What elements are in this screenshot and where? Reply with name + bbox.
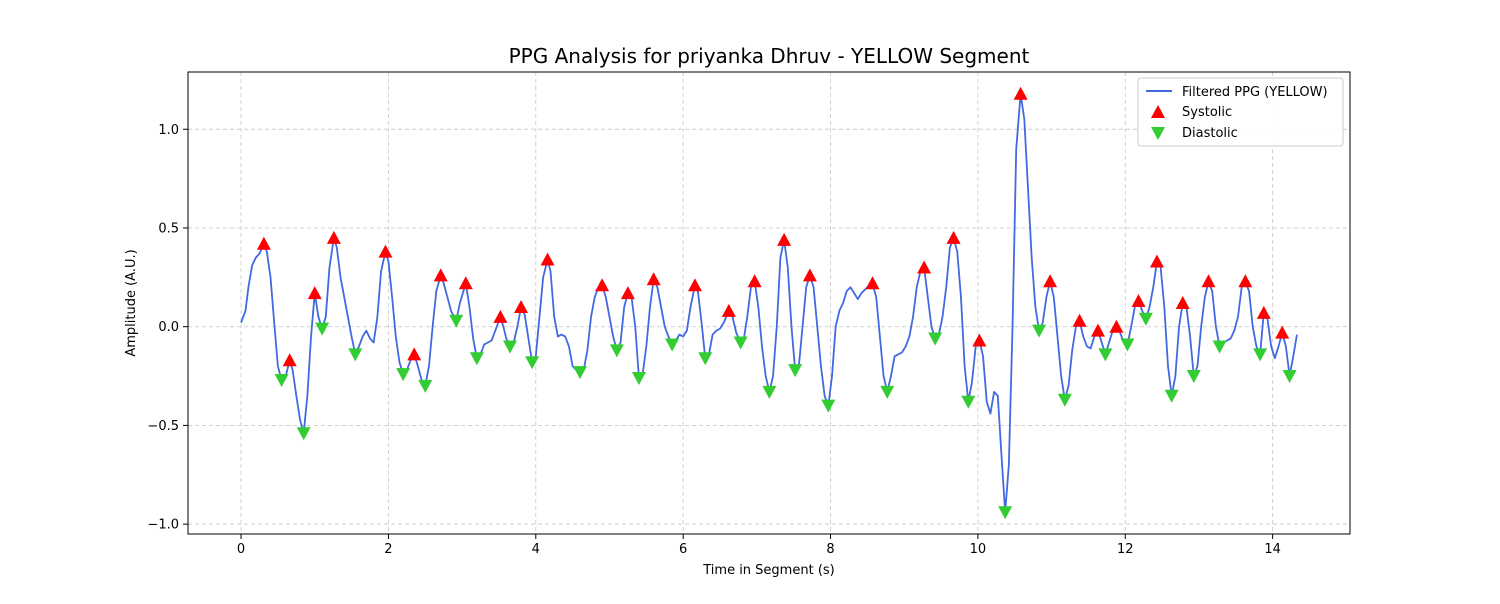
x-tick-label: 12	[1117, 542, 1134, 557]
legend-label-filtered-ppg: Filtered PPG (YELLOW)	[1182, 85, 1328, 100]
x-tick-label: 14	[1264, 542, 1281, 557]
diastolic-marker	[961, 395, 976, 409]
systolic-marker	[917, 260, 932, 274]
diastolic-marker	[348, 348, 363, 362]
diastolic-marker	[698, 352, 713, 366]
y-tick-label: −1.0	[147, 518, 179, 533]
diastolic-marker	[665, 338, 680, 352]
diastolic-marker	[1253, 348, 1268, 362]
x-tick-label: 6	[679, 542, 687, 557]
x-axis-label: Time in Segment (s)	[702, 563, 834, 578]
diastolic-marker	[1098, 348, 1113, 362]
x-axis-ticks: 0 2 4 6 8 10 12 14	[237, 534, 1281, 557]
systolic-marker	[1256, 305, 1271, 319]
legend-label-systolic: Systolic	[1182, 105, 1232, 120]
diastolic-marker	[1120, 338, 1135, 352]
diastolic-marker	[396, 368, 411, 382]
systolic-marker	[1201, 274, 1216, 288]
diastolic-marker	[296, 427, 311, 441]
systolic-marker	[1109, 319, 1124, 333]
systolic-marker	[1091, 323, 1105, 337]
systolic-marker	[493, 309, 508, 323]
diastolic-marker	[880, 385, 895, 399]
y-tick-label: 0.5	[158, 221, 179, 236]
systolic-marker	[946, 230, 961, 244]
y-tick-label: 0.0	[158, 320, 179, 335]
diastolic-marker	[733, 336, 748, 350]
systolic-marker	[378, 244, 393, 258]
diastolic-marker	[525, 356, 540, 370]
y-axis-ticks: −1.0 −0.5 0.0 0.5 1.0	[147, 123, 188, 533]
systolic-marker	[1131, 294, 1146, 308]
diastolic-marker	[1282, 370, 1297, 384]
systolic-marker	[282, 353, 297, 367]
systolic-marker	[1072, 313, 1087, 327]
systolic-marker	[326, 230, 341, 244]
systolic-marker	[1149, 254, 1164, 268]
plot-frame	[187, 71, 1351, 535]
systolic-marker	[595, 278, 610, 292]
diastolic-marker	[469, 352, 484, 366]
diastolic-marker	[821, 399, 836, 413]
diastolic-marker	[418, 379, 433, 393]
systolic-markers	[256, 86, 1290, 367]
systolic-marker	[777, 232, 792, 246]
legend-diastolic-swatch	[1151, 127, 1165, 140]
diastolic-marker	[573, 366, 587, 380]
diastolic-marker	[274, 374, 289, 387]
diastolic-marker	[762, 385, 777, 399]
diastolic-marker	[1186, 370, 1201, 384]
x-tick-label: 2	[384, 542, 392, 557]
diastolic-marker	[1032, 324, 1047, 338]
diastolic-marker	[503, 340, 517, 354]
x-tick-label: 8	[826, 542, 834, 557]
systolic-marker	[687, 278, 702, 292]
y-tick-label: −0.5	[147, 419, 179, 434]
systolic-marker	[1238, 274, 1253, 288]
systolic-marker	[407, 347, 422, 361]
diastolic-marker	[998, 506, 1013, 520]
y-tick-label: 1.0	[158, 123, 179, 138]
diastolic-marker	[315, 322, 330, 336]
systolic-marker	[433, 268, 448, 282]
legend-systolic-swatch	[1151, 105, 1165, 118]
systolic-marker	[865, 276, 880, 290]
chart-title: PPG Analysis for priyanka Dhruv - YELLOW…	[509, 44, 1030, 68]
diastolic-marker	[631, 372, 646, 386]
systolic-marker	[1013, 86, 1028, 100]
diastolic-marker	[609, 344, 624, 358]
legend-label-diastolic: Diastolic	[1182, 126, 1238, 141]
diastolic-marker	[1212, 340, 1227, 354]
plot-content	[240, 86, 1298, 520]
systolic-marker	[646, 272, 661, 286]
legend-box	[1137, 77, 1344, 147]
legend: Filtered PPG (YELLOW) Systolic Diastolic	[1137, 77, 1344, 147]
x-tick-label: 4	[532, 542, 540, 557]
systolic-marker	[620, 286, 635, 300]
diastolic-marker	[788, 364, 803, 378]
systolic-marker	[514, 299, 529, 313]
x-tick-label: 0	[237, 542, 245, 557]
systolic-marker	[1043, 274, 1058, 288]
systolic-marker	[721, 303, 736, 317]
systolic-marker	[256, 236, 271, 250]
diastolic-marker	[1138, 312, 1153, 326]
systolic-marker	[458, 276, 473, 290]
systolic-marker	[1275, 325, 1290, 339]
diastolic-marker	[928, 332, 943, 346]
diastolic-markers	[274, 312, 1297, 520]
systolic-marker	[972, 333, 987, 347]
diastolic-marker	[1164, 389, 1179, 403]
x-tick-label: 10	[970, 542, 987, 557]
systolic-marker	[540, 252, 555, 266]
diastolic-marker	[449, 314, 464, 328]
y-axis-label: Amplitude (A.U.)	[124, 249, 139, 356]
systolic-marker	[1175, 296, 1190, 309]
systolic-marker	[307, 286, 322, 300]
systolic-marker	[802, 268, 817, 282]
diastolic-marker	[1057, 393, 1072, 407]
systolic-marker	[747, 274, 762, 288]
